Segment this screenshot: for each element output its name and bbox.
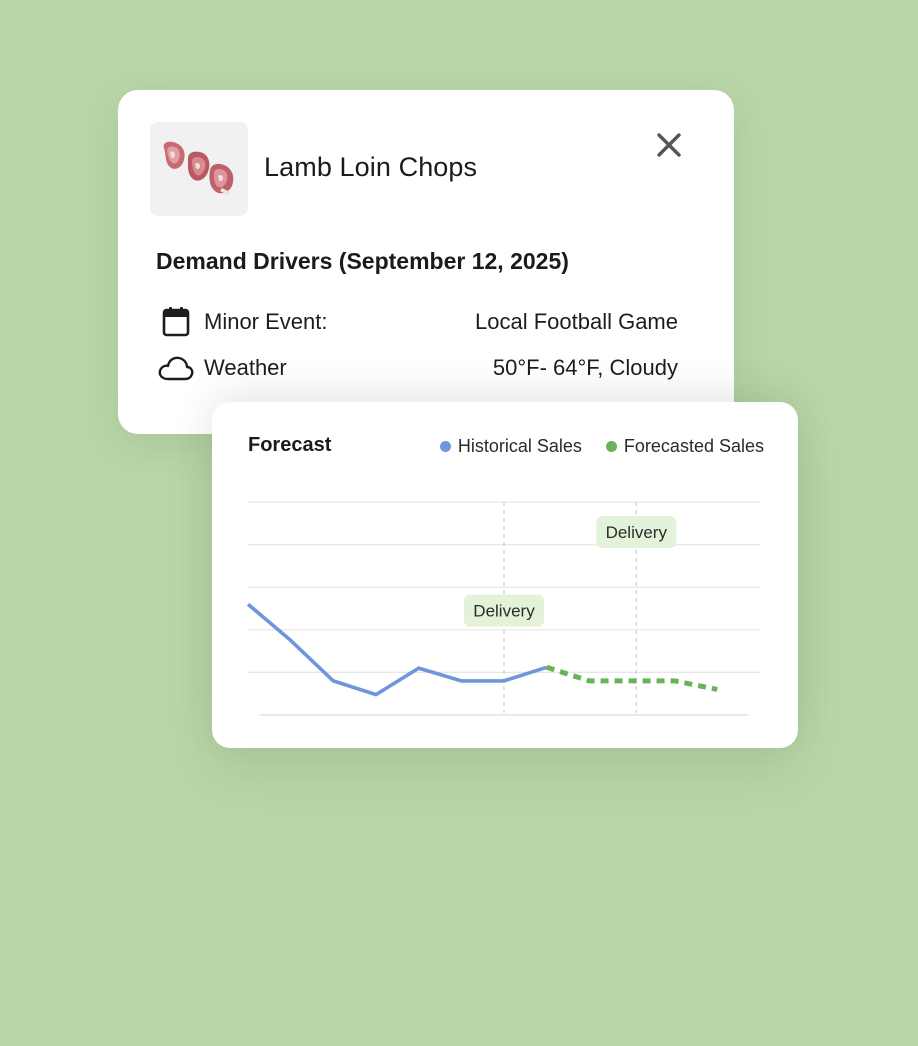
- calendar-icon: [158, 306, 194, 338]
- legend-label: Forecasted Sales: [623, 436, 764, 456]
- legend-label: Historical Sales: [457, 436, 582, 456]
- driver-value: 50°F- 64°F, Cloudy: [492, 355, 678, 380]
- legend-item-historical: Historical Sales: [439, 436, 582, 457]
- legend-dot-historical: [439, 441, 451, 452]
- driver-label: Weather: [204, 355, 287, 380]
- historical-sales-line: [246, 602, 548, 697]
- delivery-label: Delivery: [606, 523, 668, 542]
- driver-label: Minor Event:: [204, 309, 328, 334]
- chart-legend: Historical Sales Forecasted Sales: [439, 436, 764, 457]
- delivery-label: Delivery: [473, 602, 535, 621]
- close-icon: [657, 133, 681, 157]
- legend-dot-forecasted: [605, 441, 617, 452]
- product-title: Lamb Loin Chops: [264, 152, 478, 182]
- forecast-title: Forecast: [248, 434, 332, 456]
- delivery-badge: [596, 515, 677, 548]
- product-image: [150, 122, 248, 216]
- driver-value: Local Football Game: [475, 309, 678, 334]
- cloud-icon: [158, 352, 194, 384]
- driver-row-minor-event: Minor Event: Local Football Game: [158, 306, 678, 338]
- lamb-chops-image: [163, 141, 234, 195]
- product-detail-card: Lamb Loin Chops Demand Drivers (Septembe…: [118, 90, 734, 434]
- forecast-chart: Delivery Delivery: [246, 501, 760, 716]
- close-button[interactable]: [650, 130, 688, 160]
- legend-item-forecasted: Forecasted Sales: [605, 436, 764, 457]
- forecast-card: Forecast Historical Sales Forecasted Sal…: [212, 402, 798, 748]
- demand-drivers-title: Demand Drivers (September 12, 2025): [156, 248, 569, 274]
- forecasted-sales-line: [545, 664, 718, 692]
- driver-row-weather: Weather 50°F- 64°F, Cloudy: [158, 352, 678, 384]
- delivery-badge: [464, 594, 544, 627]
